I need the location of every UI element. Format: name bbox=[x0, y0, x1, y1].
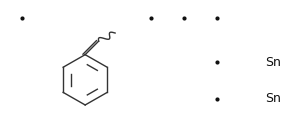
Text: Sn: Sn bbox=[265, 92, 281, 105]
Text: Sn: Sn bbox=[265, 56, 281, 69]
